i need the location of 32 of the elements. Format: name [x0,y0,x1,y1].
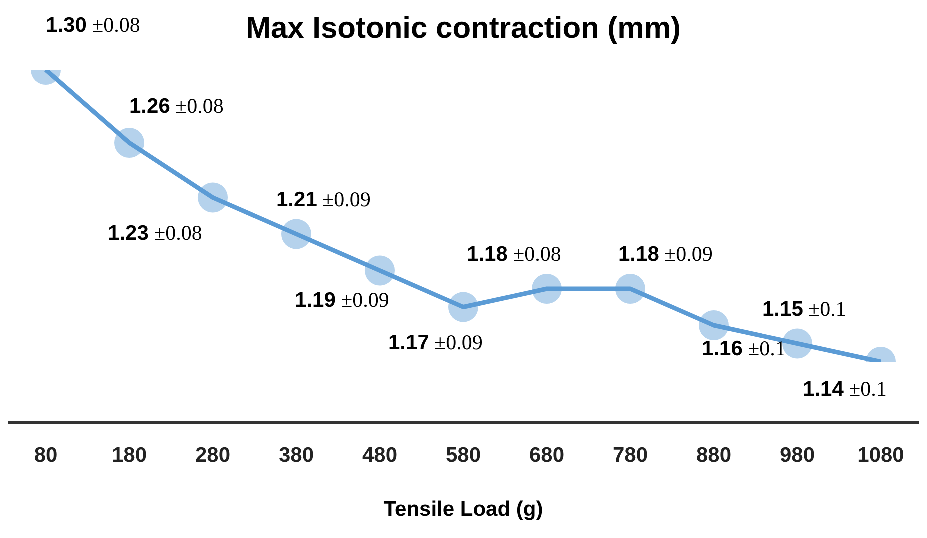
point [532,274,562,304]
x-tick-label: 480 [362,444,398,467]
data-label: 1.18 ±0.08 [467,242,562,266]
x-tick-label: 1080 [858,444,904,467]
point [114,128,144,158]
data-label: 1.30 ±0.08 [46,13,140,37]
x-tick-label: 180 [112,444,148,467]
data-label: 1.21 ±0.09 [276,187,371,212]
point [616,274,646,304]
data-label: 1.17 ±0.09 [388,330,483,354]
data-label: 1.15 ±0.1 [762,296,846,321]
x-tick-label: 280 [195,444,231,467]
chart-title: Max Isotonic contraction (mm) [246,12,682,45]
x-tick-label: 780 [612,444,648,467]
x-tick-label: 980 [780,444,816,467]
x-tick-label: 380 [278,444,314,467]
point [198,182,228,213]
point [282,219,312,250]
x-tick-label: 80 [34,444,58,467]
data-label: 1.23 ±0.08 [108,220,202,245]
data-label: 1.19 ±0.09 [295,288,390,312]
point [699,310,729,340]
data-label: 1.18 ±0.09 [618,242,713,266]
data-label: 1.16 ±0.1 [702,336,786,360]
data-label: 1.14 ±0.1 [803,377,887,401]
x-tick-label: 880 [696,444,732,467]
point [365,256,395,286]
point [448,292,478,322]
data-label: 1.26 ±0.08 [130,94,224,118]
x-axis-title: Tensile Load (g) [382,498,544,522]
x-tick-label: 580 [446,444,482,467]
x-tick-label: 680 [529,444,565,467]
